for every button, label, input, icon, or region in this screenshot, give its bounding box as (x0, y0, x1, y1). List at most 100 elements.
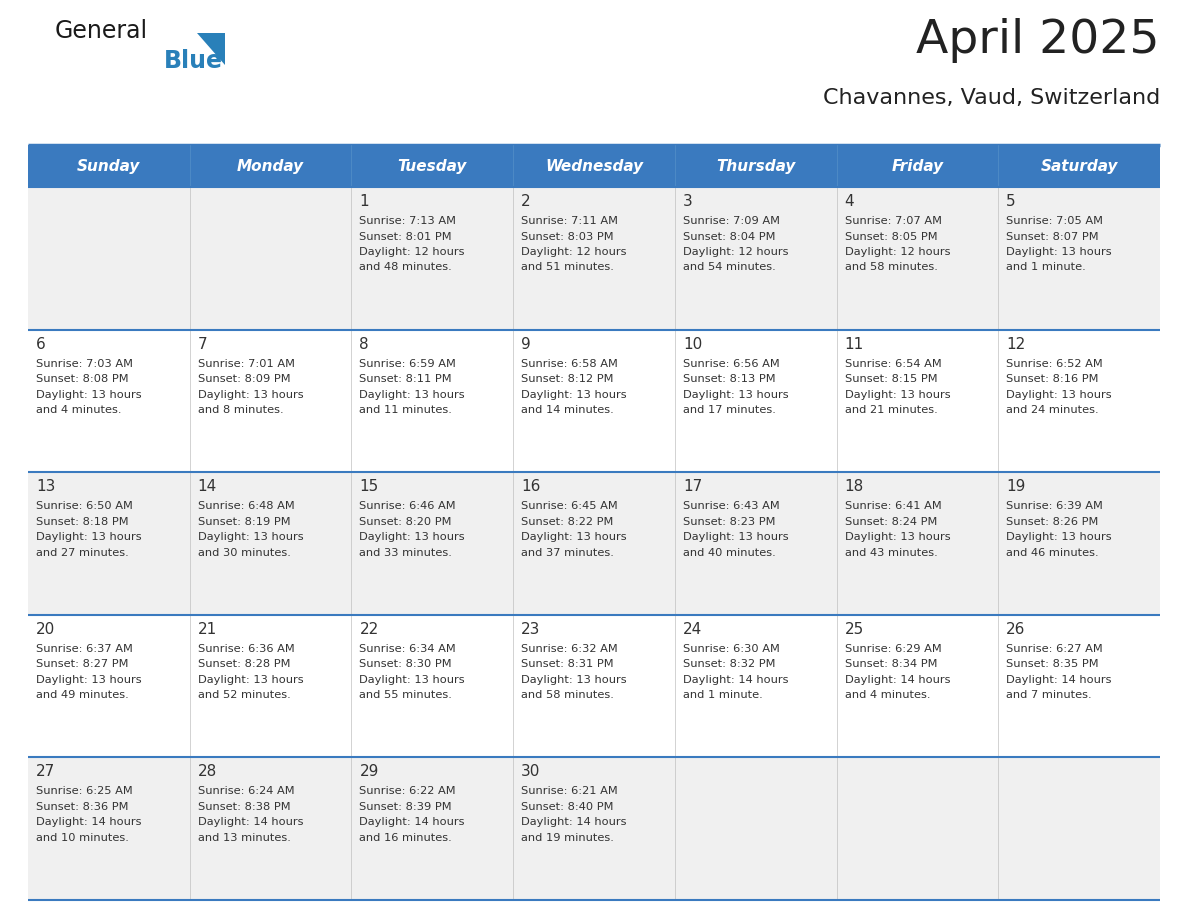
Text: 24: 24 (683, 621, 702, 637)
Text: 22: 22 (360, 621, 379, 637)
Text: and 16 minutes.: and 16 minutes. (360, 833, 453, 843)
Text: Daylight: 13 hours: Daylight: 13 hours (683, 532, 789, 543)
Text: 23: 23 (522, 621, 541, 637)
Text: Sunset: 8:20 PM: Sunset: 8:20 PM (360, 517, 451, 527)
Bar (513, 330, 675, 472)
Bar (675, 615, 836, 757)
Bar (836, 615, 998, 757)
Bar (836, 472, 998, 615)
Text: 18: 18 (845, 479, 864, 494)
Text: Sunrise: 6:39 AM: Sunrise: 6:39 AM (1006, 501, 1104, 511)
Text: Friday: Friday (891, 159, 943, 174)
Bar (675, 187, 836, 330)
Text: and 27 minutes.: and 27 minutes. (36, 548, 128, 558)
Text: Sunset: 8:39 PM: Sunset: 8:39 PM (360, 802, 453, 812)
Bar (998, 145, 1159, 187)
Text: and 58 minutes.: and 58 minutes. (522, 690, 614, 700)
Text: and 40 minutes.: and 40 minutes. (683, 548, 776, 558)
Text: General: General (55, 19, 148, 43)
Text: Sunrise: 6:59 AM: Sunrise: 6:59 AM (360, 359, 456, 369)
Bar (190, 330, 352, 472)
Text: Sunrise: 6:56 AM: Sunrise: 6:56 AM (683, 359, 779, 369)
Text: Sunrise: 6:22 AM: Sunrise: 6:22 AM (360, 787, 456, 797)
Text: 11: 11 (845, 337, 864, 352)
Text: and 17 minutes.: and 17 minutes. (683, 405, 776, 415)
Text: Daylight: 13 hours: Daylight: 13 hours (845, 389, 950, 399)
Bar (29, 615, 190, 757)
Text: Sunset: 8:09 PM: Sunset: 8:09 PM (197, 375, 290, 384)
Text: Sunset: 8:38 PM: Sunset: 8:38 PM (197, 802, 290, 812)
Text: Tuesday: Tuesday (398, 159, 467, 174)
Text: 4: 4 (845, 194, 854, 209)
Bar (836, 187, 998, 330)
Bar (29, 330, 190, 472)
Text: 3: 3 (683, 194, 693, 209)
Text: 30: 30 (522, 765, 541, 779)
Bar (675, 472, 836, 615)
Text: and 52 minutes.: and 52 minutes. (197, 690, 290, 700)
Text: Sunrise: 6:48 AM: Sunrise: 6:48 AM (197, 501, 295, 511)
Text: April 2025: April 2025 (916, 18, 1159, 63)
Text: Sunset: 8:08 PM: Sunset: 8:08 PM (36, 375, 128, 384)
Text: Thursday: Thursday (716, 159, 796, 174)
Text: Sunrise: 6:36 AM: Sunrise: 6:36 AM (197, 644, 295, 654)
Bar (352, 187, 513, 330)
Text: Daylight: 14 hours: Daylight: 14 hours (1006, 675, 1112, 685)
Text: Sunset: 8:32 PM: Sunset: 8:32 PM (683, 659, 776, 669)
Text: Chavannes, Vaud, Switzerland: Chavannes, Vaud, Switzerland (823, 88, 1159, 108)
Text: Sunrise: 7:11 AM: Sunrise: 7:11 AM (522, 216, 618, 226)
Text: and 14 minutes.: and 14 minutes. (522, 405, 614, 415)
Text: Daylight: 13 hours: Daylight: 13 hours (845, 532, 950, 543)
Bar (998, 187, 1159, 330)
Text: and 49 minutes.: and 49 minutes. (36, 690, 128, 700)
Text: Sunset: 8:40 PM: Sunset: 8:40 PM (522, 802, 614, 812)
Text: Sunrise: 7:03 AM: Sunrise: 7:03 AM (36, 359, 133, 369)
Text: Sunset: 8:23 PM: Sunset: 8:23 PM (683, 517, 776, 527)
Text: and 54 minutes.: and 54 minutes. (683, 263, 776, 273)
Text: Sunrise: 6:32 AM: Sunrise: 6:32 AM (522, 644, 618, 654)
Text: Sunset: 8:35 PM: Sunset: 8:35 PM (1006, 659, 1099, 669)
Text: and 24 minutes.: and 24 minutes. (1006, 405, 1099, 415)
Text: 5: 5 (1006, 194, 1016, 209)
Text: Sunrise: 6:54 AM: Sunrise: 6:54 AM (845, 359, 941, 369)
Text: Daylight: 14 hours: Daylight: 14 hours (683, 675, 789, 685)
Text: and 58 minutes.: and 58 minutes. (845, 263, 937, 273)
Text: and 46 minutes.: and 46 minutes. (1006, 548, 1099, 558)
Text: Daylight: 14 hours: Daylight: 14 hours (197, 817, 303, 827)
Text: Sunset: 8:11 PM: Sunset: 8:11 PM (360, 375, 453, 384)
Text: Sunset: 8:19 PM: Sunset: 8:19 PM (197, 517, 290, 527)
Text: Daylight: 12 hours: Daylight: 12 hours (360, 247, 465, 257)
Text: Daylight: 13 hours: Daylight: 13 hours (36, 389, 141, 399)
Text: and 4 minutes.: and 4 minutes. (845, 690, 930, 700)
Text: Sunrise: 6:41 AM: Sunrise: 6:41 AM (845, 501, 941, 511)
Text: Sunday: Sunday (77, 159, 140, 174)
Text: Daylight: 12 hours: Daylight: 12 hours (845, 247, 950, 257)
Text: 27: 27 (36, 765, 56, 779)
Text: Sunset: 8:01 PM: Sunset: 8:01 PM (360, 231, 453, 241)
Text: and 51 minutes.: and 51 minutes. (522, 263, 614, 273)
Text: and 37 minutes.: and 37 minutes. (522, 548, 614, 558)
Text: 29: 29 (360, 765, 379, 779)
Text: 26: 26 (1006, 621, 1025, 637)
Text: Daylight: 13 hours: Daylight: 13 hours (36, 675, 141, 685)
Text: 8: 8 (360, 337, 369, 352)
Bar (513, 472, 675, 615)
Text: Sunrise: 6:45 AM: Sunrise: 6:45 AM (522, 501, 618, 511)
Text: Daylight: 13 hours: Daylight: 13 hours (197, 532, 303, 543)
Bar (675, 145, 836, 187)
Text: Sunset: 8:24 PM: Sunset: 8:24 PM (845, 517, 937, 527)
Text: Daylight: 13 hours: Daylight: 13 hours (683, 389, 789, 399)
Polygon shape (197, 33, 225, 65)
Text: 6: 6 (36, 337, 46, 352)
Bar (190, 187, 352, 330)
Bar (190, 757, 352, 900)
Text: and 1 minute.: and 1 minute. (683, 690, 763, 700)
Text: and 30 minutes.: and 30 minutes. (197, 548, 291, 558)
Text: Sunrise: 6:52 AM: Sunrise: 6:52 AM (1006, 359, 1102, 369)
Bar (29, 757, 190, 900)
Bar (836, 330, 998, 472)
Text: 2: 2 (522, 194, 531, 209)
Text: Daylight: 13 hours: Daylight: 13 hours (1006, 247, 1112, 257)
Bar (352, 472, 513, 615)
Text: Sunset: 8:04 PM: Sunset: 8:04 PM (683, 231, 776, 241)
